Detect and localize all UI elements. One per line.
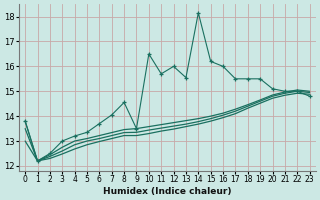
X-axis label: Humidex (Indice chaleur): Humidex (Indice chaleur) (103, 187, 232, 196)
